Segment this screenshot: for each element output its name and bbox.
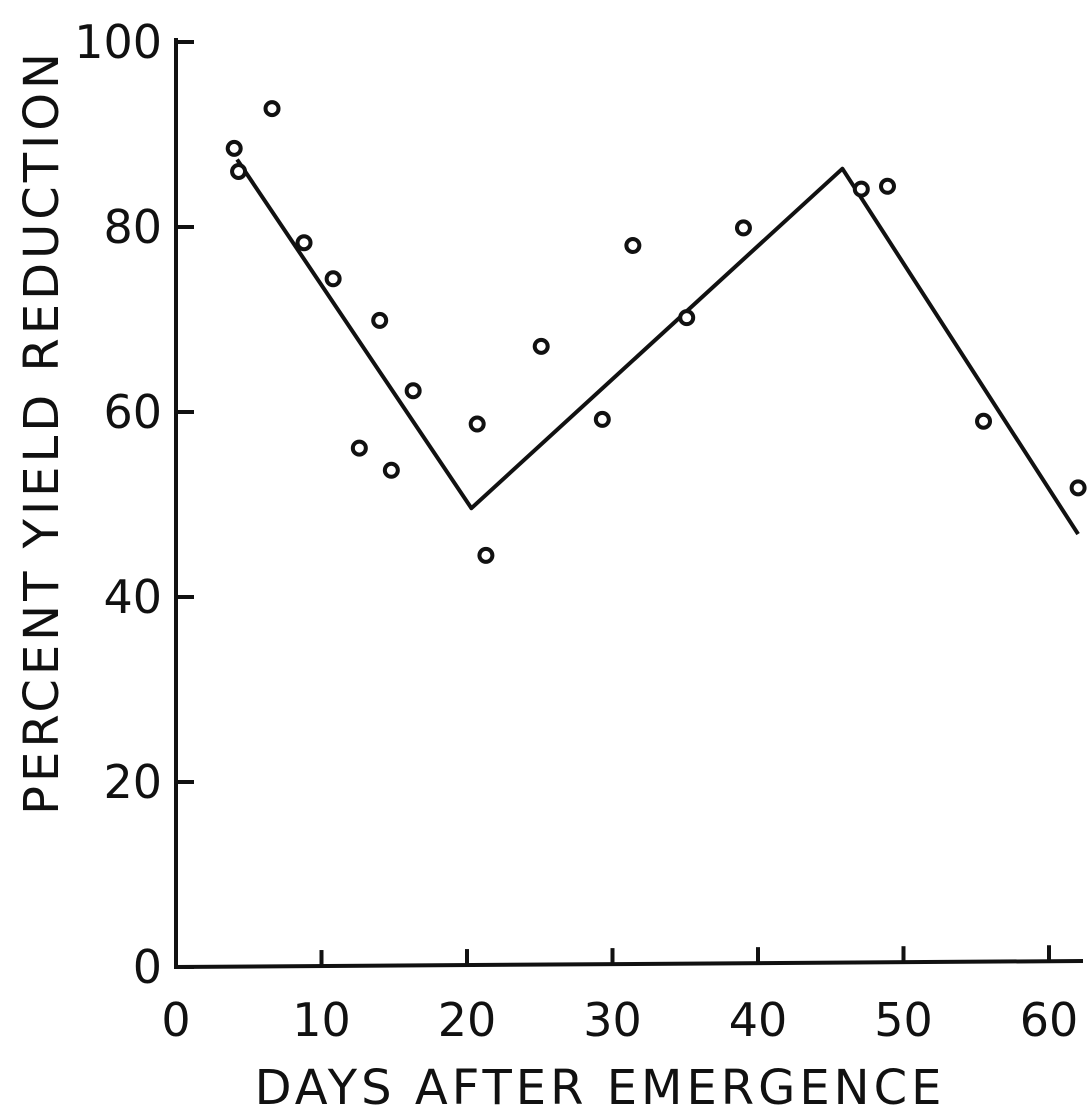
data-point — [852, 180, 870, 198]
y-tick-label: 100 — [74, 15, 162, 69]
x-tick-label: 30 — [583, 993, 642, 1047]
y-tick-labels: 0 20 40 60 80 100 — [74, 15, 162, 994]
x-tick-label: 60 — [1020, 993, 1079, 1047]
y-tick-label: 20 — [103, 755, 162, 809]
data-point — [878, 177, 896, 195]
data-point — [477, 546, 495, 564]
data-point — [295, 234, 313, 252]
x-tick-label: 40 — [729, 993, 788, 1047]
data-point — [975, 412, 993, 430]
y-tick-label: 80 — [103, 200, 162, 254]
data-point — [324, 270, 342, 288]
data-point — [382, 461, 400, 479]
y-tick-label: 60 — [103, 385, 162, 439]
data-points — [225, 100, 1087, 564]
data-point — [350, 439, 368, 457]
x-axis-title: DAYS AFTER EMERGENCE — [255, 1060, 946, 1116]
x-tick-label: 20 — [438, 993, 497, 1047]
x-tick-label: 10 — [292, 993, 351, 1047]
x-tick-labels: 0 10 20 30 40 50 60 — [161, 993, 1078, 1047]
data-point — [230, 163, 248, 180]
data-point — [624, 237, 642, 254]
data-point — [532, 337, 550, 355]
x-tick-label: 50 — [874, 993, 933, 1047]
data-point — [404, 382, 422, 400]
x-axis-line — [173, 959, 1084, 969]
data-point — [263, 100, 281, 118]
y-tick-label: 40 — [103, 570, 162, 624]
fit-line-path — [235, 158, 1080, 536]
data-point — [468, 415, 486, 433]
y-tick-label: 0 — [133, 940, 162, 994]
y-axis-title: PERCENT YIELD REDUCTION — [14, 49, 70, 815]
data-point — [371, 311, 389, 329]
x-tick-label: 0 — [161, 993, 190, 1047]
data-point — [593, 410, 611, 428]
data-point — [1069, 479, 1087, 497]
data-point — [678, 309, 696, 327]
data-point — [225, 139, 243, 157]
fit-line — [235, 158, 1080, 536]
data-point — [734, 219, 752, 237]
axes — [173, 38, 1084, 969]
